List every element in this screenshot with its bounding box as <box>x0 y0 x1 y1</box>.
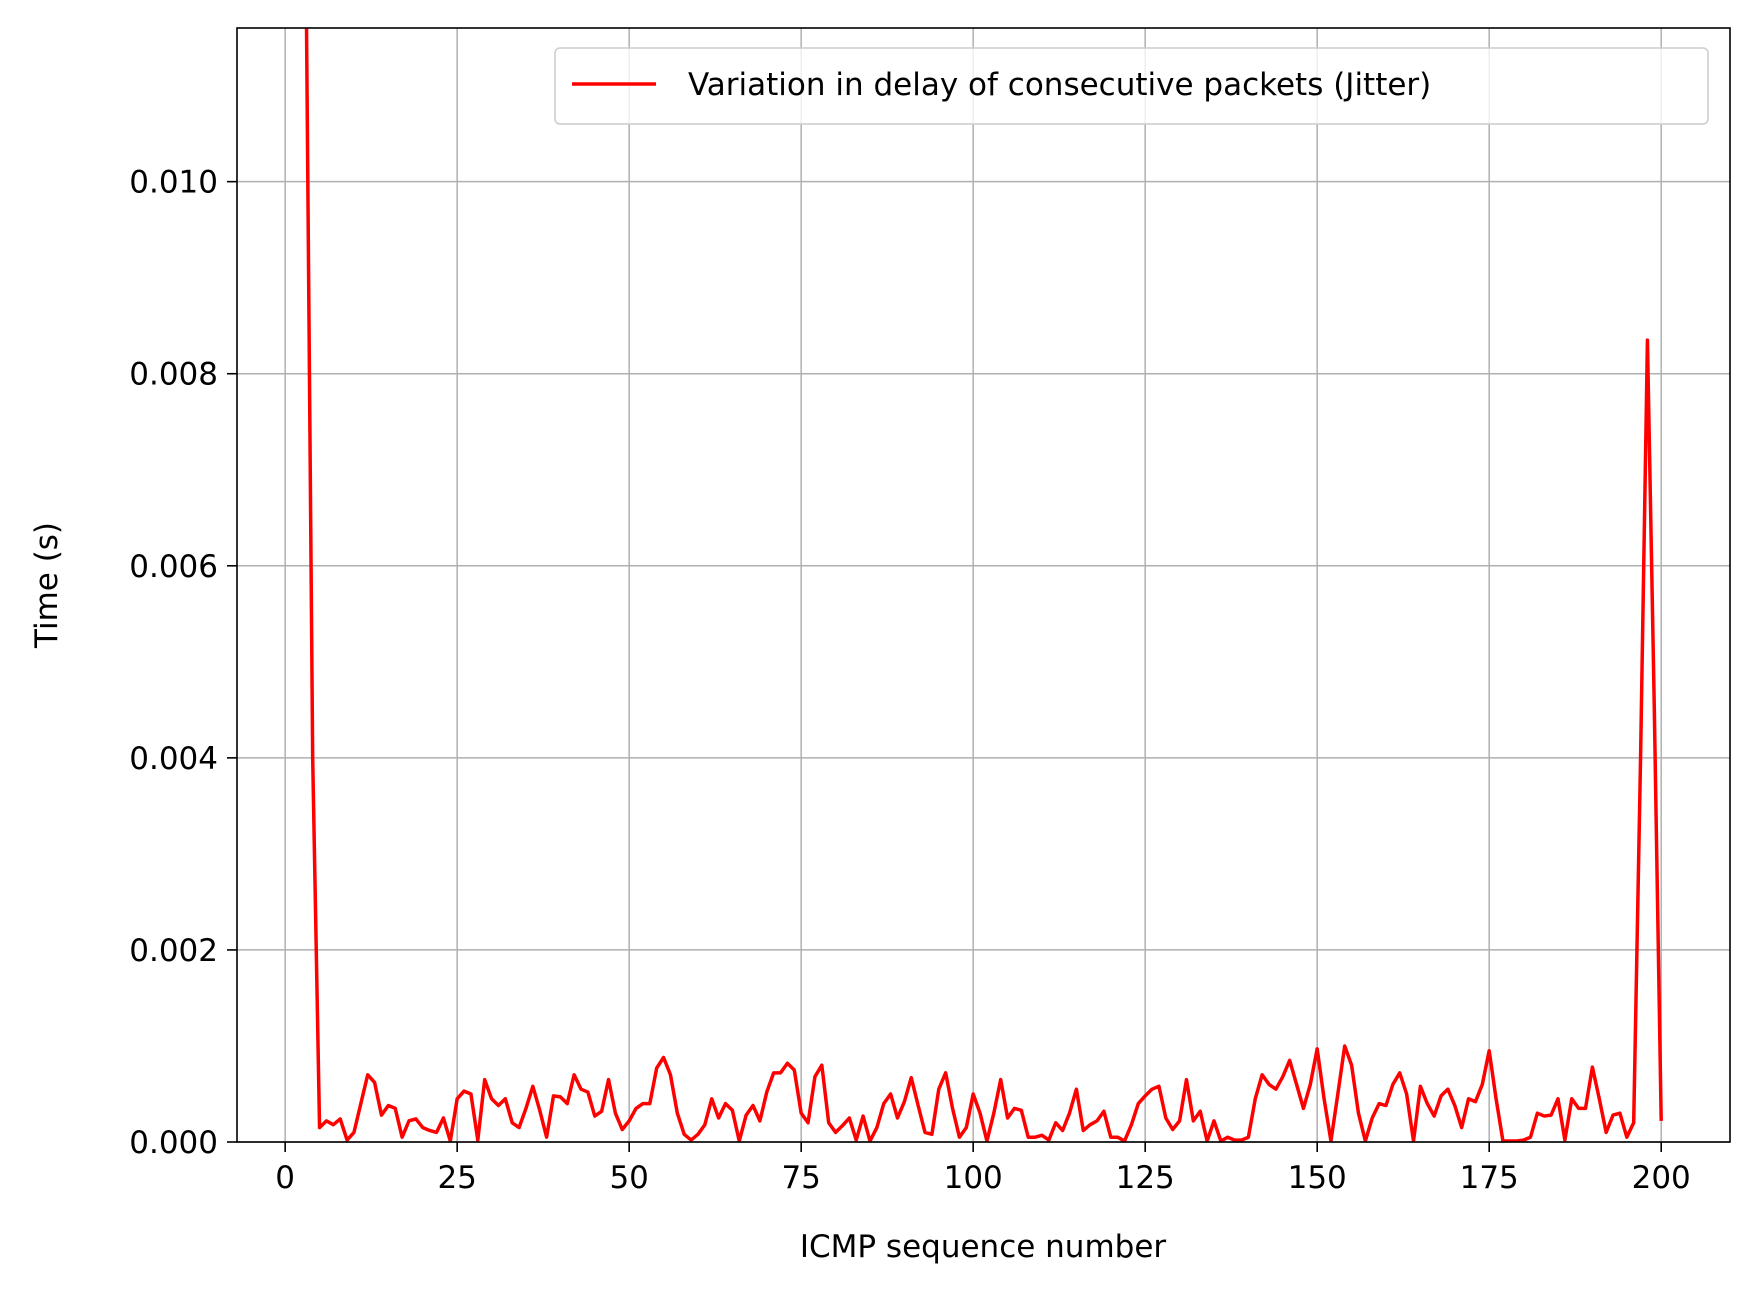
x-tick-label: 0 <box>275 1160 295 1196</box>
grid <box>237 28 1730 1143</box>
y-tick-label: 0.010 <box>129 165 218 201</box>
legend-label-jitter: Variation in delay of consecutive packet… <box>688 67 1431 103</box>
x-tick-label: 200 <box>1632 1160 1691 1196</box>
plot-frame <box>236 27 1731 1143</box>
y-axis-label: Time (s) <box>29 522 65 649</box>
y-tick-label: 0.008 <box>129 357 218 393</box>
axis-ticks: 0 25 50 75 100 125 150 175 200 0.000 0.002 0.004 0.0… <box>129 165 1691 1196</box>
x-axis-label: ICMP sequence number <box>800 1229 1167 1265</box>
x-tick-label: 150 <box>1288 1160 1347 1196</box>
plot-area <box>304 28 1663 1142</box>
x-tick-label: 100 <box>944 1160 1003 1196</box>
legend: Variation in delay of consecutive packet… <box>554 47 1709 125</box>
y-tick-label: 0.000 <box>129 1125 218 1161</box>
x-tick-label: 25 <box>437 1160 476 1196</box>
x-tick-label: 175 <box>1460 1160 1519 1196</box>
legend-box <box>554 47 1709 125</box>
y-tick-label: 0.006 <box>129 549 218 585</box>
y-tick-label: 0.004 <box>129 741 218 777</box>
series-line-jitter <box>304 28 1663 1142</box>
x-tick-label: 50 <box>609 1160 648 1196</box>
y-tick-label: 0.002 <box>129 933 218 969</box>
x-tick-label: 75 <box>781 1160 820 1196</box>
x-tick-label: 125 <box>1116 1160 1175 1196</box>
